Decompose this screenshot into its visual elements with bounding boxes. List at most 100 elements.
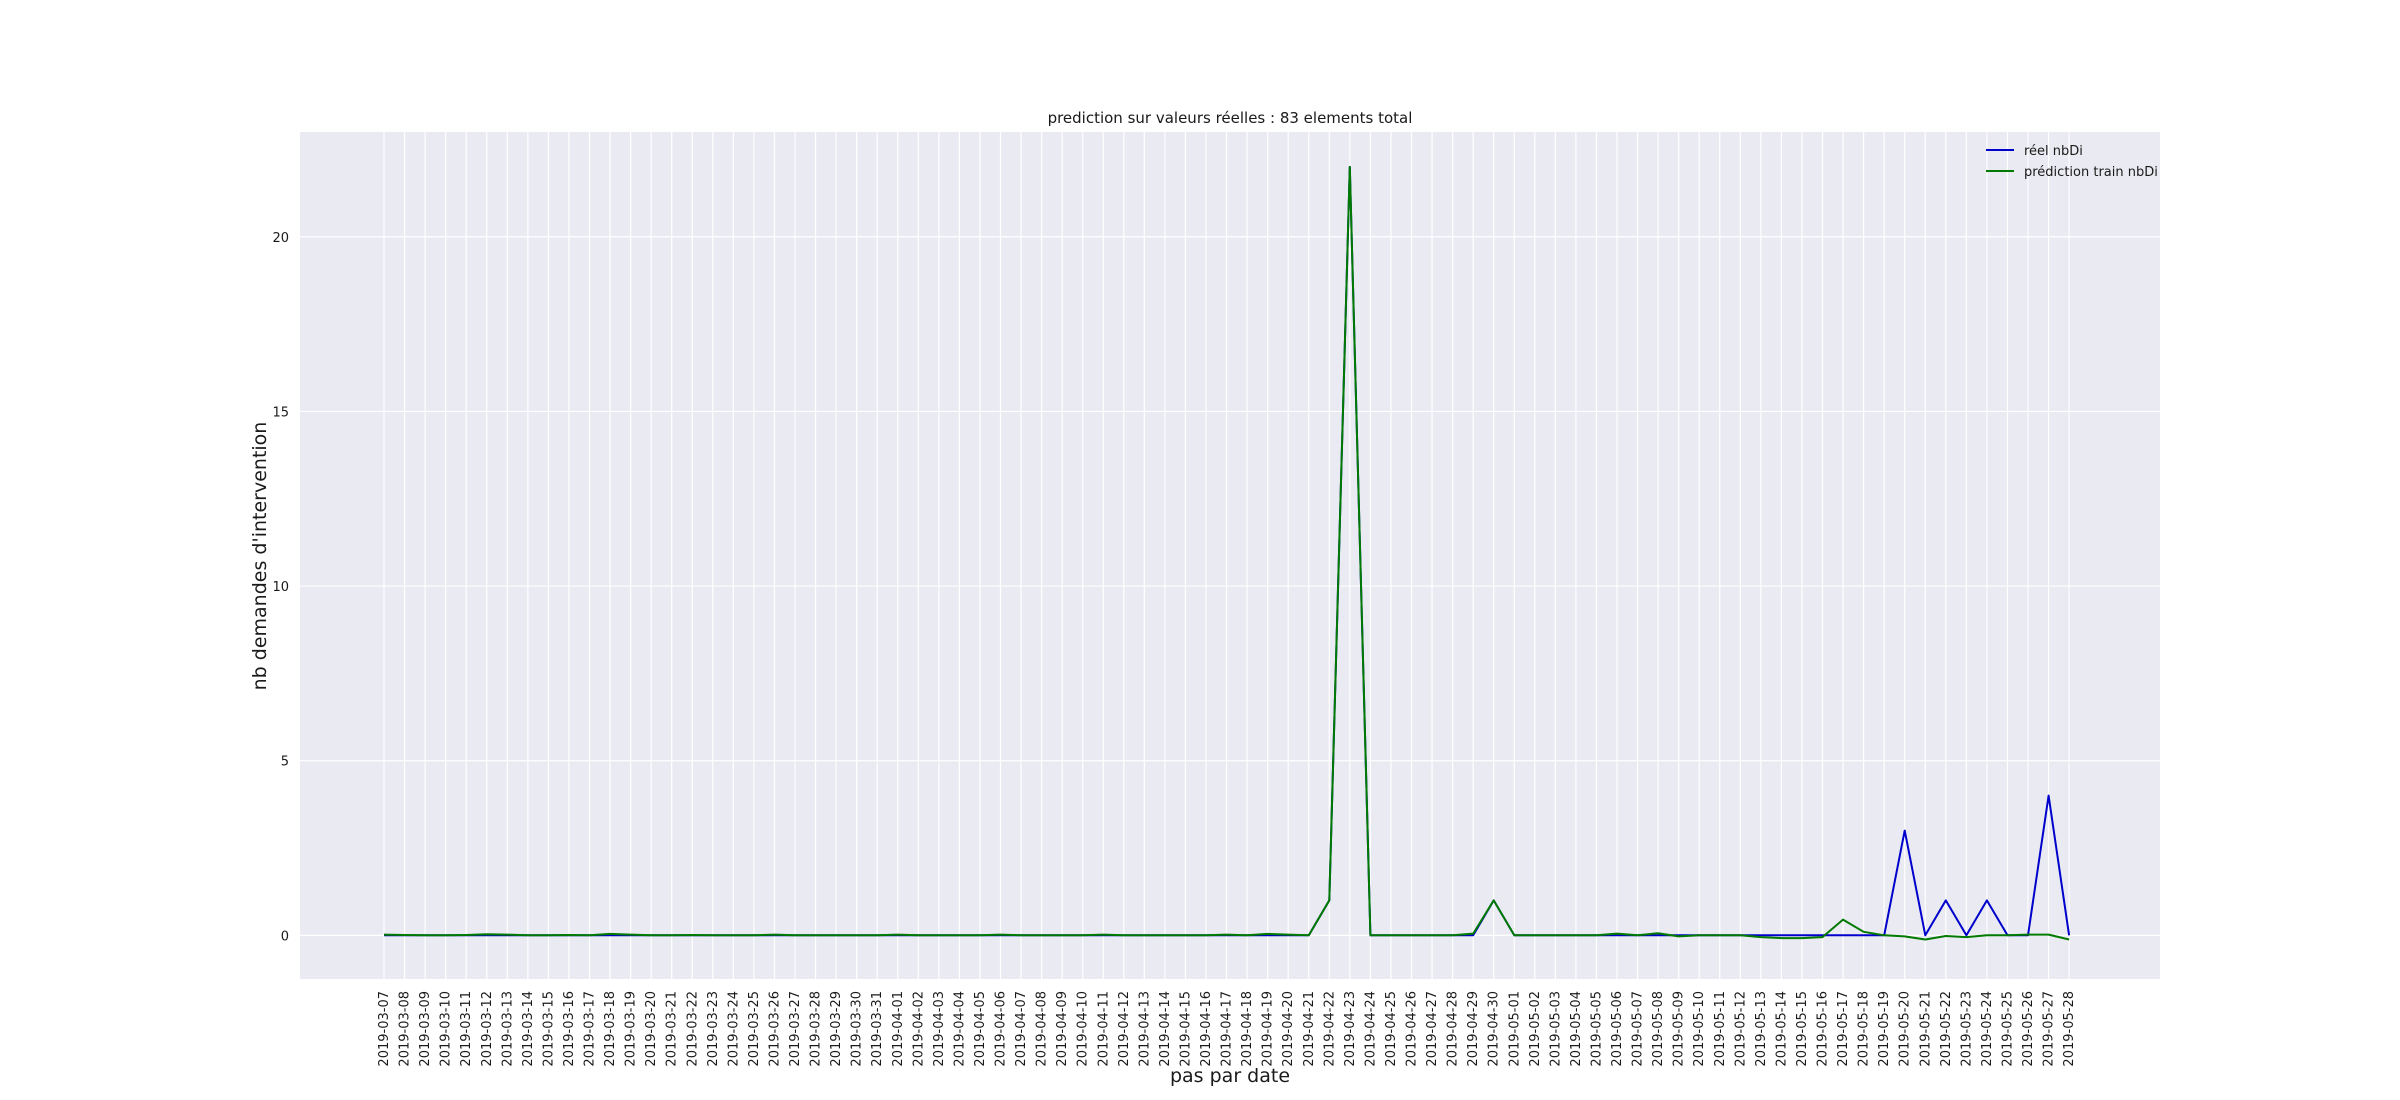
x-tick-label: 2019-03-12: [480, 991, 495, 1067]
x-tick-label: 2019-03-16: [562, 991, 577, 1067]
x-tick-label: 2019-05-03: [1548, 991, 1563, 1067]
x-tick-label: 2019-04-16: [1199, 991, 1214, 1067]
x-tick-label: 2019-05-10: [1692, 991, 1707, 1067]
x-tick-label: 2019-05-09: [1672, 991, 1687, 1067]
x-tick-label: 2019-04-26: [1405, 991, 1420, 1067]
legend-label-prediction: prédiction train nbDi: [2024, 165, 2158, 180]
x-tick-label: 2019-03-22: [685, 991, 700, 1067]
x-tick-label: 2019-05-02: [1528, 991, 1543, 1067]
x-tick-label: 2019-05-28: [2062, 991, 2077, 1067]
x-tick-label: 2019-03-30: [850, 991, 865, 1067]
x-tick-label: 2019-04-17: [1220, 991, 1235, 1067]
x-tick-label: 2019-05-14: [1774, 991, 1789, 1067]
x-tick-label: 2019-05-18: [1857, 991, 1872, 1067]
x-axis-label: pas par date: [1170, 1065, 1290, 1087]
x-tick-label: 2019-04-19: [1261, 991, 1276, 1067]
x-tick-label: 2019-04-09: [1055, 991, 1070, 1067]
x-tick-label: 2019-04-18: [1240, 991, 1255, 1067]
x-tick-label: 2019-03-28: [809, 991, 824, 1067]
x-tick-label: 2019-05-01: [1507, 991, 1522, 1067]
legend-label-reel: réel nbDi: [2024, 144, 2083, 159]
x-tick-label: 2019-05-13: [1754, 991, 1769, 1067]
x-tick-label: 2019-05-24: [1980, 991, 1995, 1067]
x-tick-label: 2019-05-17: [1836, 991, 1851, 1067]
x-tick-label: 2019-03-13: [500, 991, 515, 1067]
x-tick-label: 2019-04-25: [1384, 991, 1399, 1067]
x-tick-label: 2019-04-15: [1178, 991, 1193, 1067]
x-tick-label: 2019-04-04: [952, 991, 967, 1067]
x-tick-label: 2019-04-29: [1466, 991, 1481, 1067]
x-tick-label: 2019-03-11: [459, 991, 474, 1067]
y-axis-label: nb demandes d'intervention: [249, 422, 271, 691]
x-tick-label: 2019-05-22: [1939, 991, 1954, 1067]
x-tick-label: 2019-05-08: [1651, 991, 1666, 1067]
x-tick-label: 2019-05-27: [2042, 991, 2057, 1067]
x-tick-label: 2019-05-21: [1918, 991, 1933, 1067]
legend: réel nbDi prédiction train nbDi: [1986, 144, 2158, 180]
x-tick-label: 2019-04-11: [1096, 991, 1111, 1067]
x-tick-label: 2019-04-24: [1363, 991, 1378, 1067]
y-tick-label: 10: [272, 580, 289, 595]
x-tick-label: 2019-04-08: [1035, 991, 1050, 1067]
x-tick-label: 2019-04-06: [994, 991, 1009, 1067]
x-tick-label: 2019-05-12: [1733, 991, 1748, 1067]
x-tick-label: 2019-04-22: [1322, 991, 1337, 1067]
x-tick-label: 2019-04-01: [891, 991, 906, 1067]
x-tick-label: 2019-03-09: [418, 991, 433, 1067]
x-tick-label: 2019-03-19: [624, 991, 639, 1067]
x-tick-label: 2019-05-05: [1589, 991, 1604, 1067]
x-tick-label: 2019-03-24: [726, 991, 741, 1067]
y-axis-ticks: 0 5 10 15 20: [272, 231, 289, 945]
x-tick-label: 2019-04-02: [911, 991, 926, 1067]
x-tick-label: 2019-05-15: [1795, 991, 1810, 1067]
x-tick-label: 2019-05-04: [1569, 991, 1584, 1067]
series-line-prediction: [383, 165, 2070, 941]
x-tick-label: 2019-03-15: [541, 991, 556, 1067]
x-tick-label: 2019-04-27: [1425, 991, 1440, 1067]
x-tick-label: 2019-04-20: [1281, 991, 1296, 1067]
x-tick-label: 2019-05-16: [1816, 991, 1831, 1067]
x-tick-label: 2019-04-05: [973, 991, 988, 1067]
x-tick-label: 2019-04-10: [1076, 991, 1091, 1067]
plot-area: [300, 132, 2160, 979]
x-tick-label: 2019-03-18: [603, 991, 618, 1067]
series-lines: [383, 165, 2071, 941]
x-tick-label: 2019-04-12: [1117, 991, 1132, 1067]
x-axis-ticks: 2019-03-07 2019-03-08 2019-03-09 2019-03-10…: [377, 991, 2077, 1067]
chart-title: prediction sur valeurs réelles : 83 elem…: [1048, 109, 1413, 127]
x-tick-label: 2019-04-13: [1137, 991, 1152, 1067]
x-tick-label: 2019-04-07: [1014, 991, 1029, 1067]
x-tick-label: 2019-03-08: [398, 991, 413, 1067]
x-tick-label: 2019-05-26: [2021, 991, 2036, 1067]
x-tick-label: 2019-04-14: [1158, 991, 1173, 1067]
x-tick-label: 2019-03-10: [439, 991, 454, 1067]
x-tick-label: 2019-05-19: [1877, 991, 1892, 1067]
x-tick-label: 2019-03-20: [644, 991, 659, 1067]
x-tick-label: 2019-05-23: [1959, 991, 1974, 1067]
x-tick-label: 2019-03-23: [706, 991, 721, 1067]
x-tick-label: 2019-03-25: [747, 991, 762, 1067]
x-tick-label: 2019-03-29: [829, 991, 844, 1067]
x-tick-label: 2019-05-06: [1610, 991, 1625, 1067]
x-tick-label: 2019-03-17: [583, 991, 598, 1067]
x-tick-label: 2019-05-07: [1631, 991, 1646, 1067]
x-tick-label: 2019-03-21: [665, 991, 680, 1067]
x-tick-label: 2019-03-27: [788, 991, 803, 1067]
x-tick-label: 2019-03-14: [521, 991, 536, 1067]
y-tick-label: 20: [272, 231, 289, 246]
y-tick-label: 5: [281, 755, 289, 770]
x-tick-label: 2019-05-11: [1713, 991, 1728, 1067]
x-tick-label: 2019-04-03: [932, 991, 947, 1067]
x-tick-label: 2019-05-20: [1898, 991, 1913, 1067]
x-tick-label: 2019-03-26: [767, 991, 782, 1067]
x-tick-label: 2019-03-07: [377, 991, 392, 1067]
y-tick-label: 0: [281, 929, 289, 944]
x-tick-label: 2019-04-30: [1487, 991, 1502, 1067]
x-tick-label: 2019-04-23: [1343, 991, 1358, 1067]
x-tick-label: 2019-04-28: [1446, 991, 1461, 1067]
x-tick-label: 2019-05-25: [2000, 991, 2015, 1067]
y-tick-label: 15: [272, 405, 289, 420]
x-tick-label: 2019-03-31: [870, 991, 885, 1067]
x-tick-label: 2019-04-21: [1302, 991, 1317, 1067]
